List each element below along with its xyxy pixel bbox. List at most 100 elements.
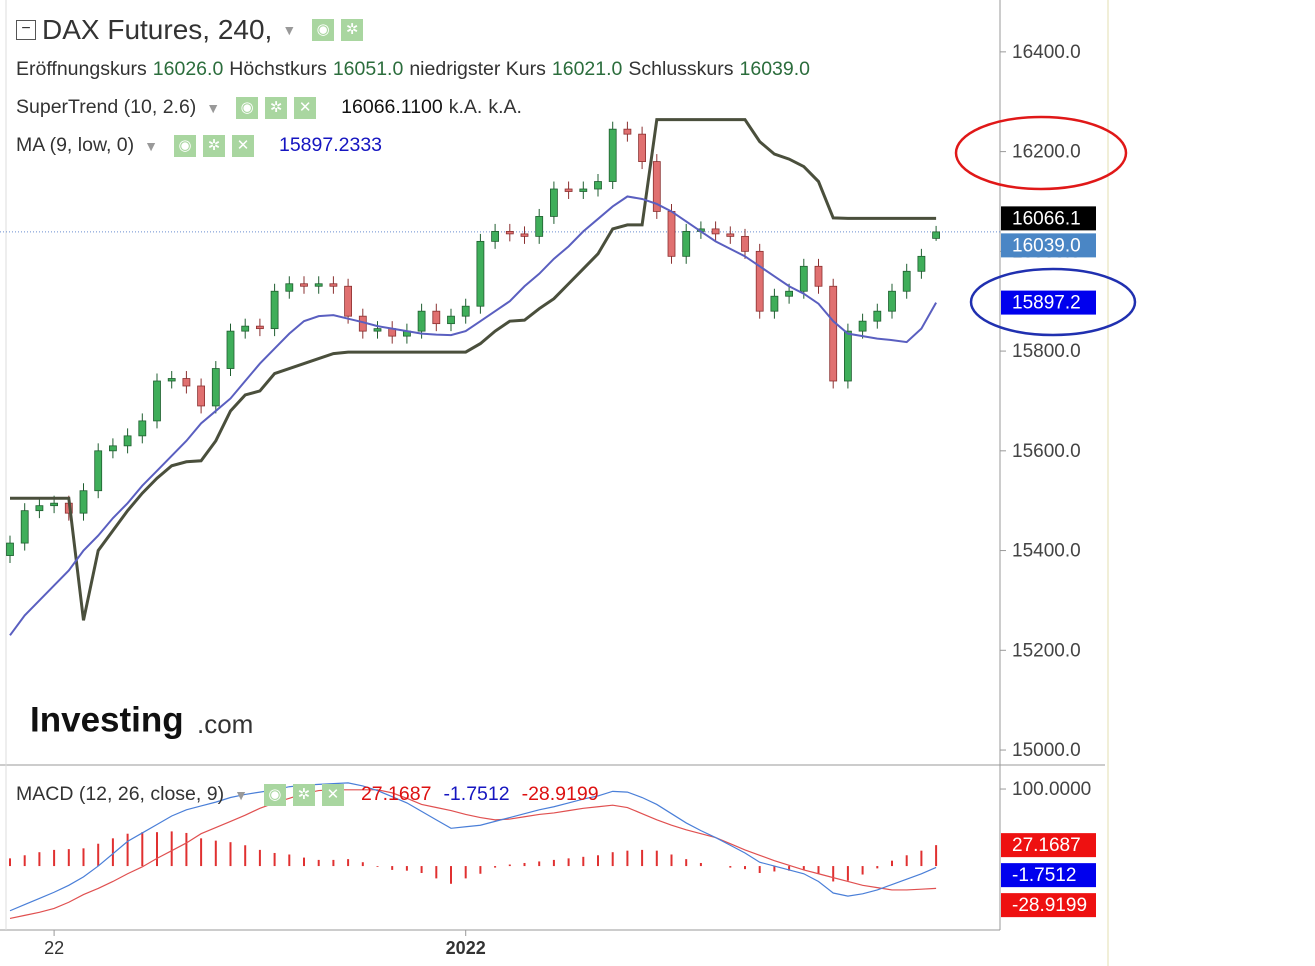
ohlc-value: 16021.0 (551, 58, 623, 80)
watermark: Investing (30, 700, 184, 739)
candle-body (844, 330, 852, 382)
price-label-box (1001, 290, 1096, 315)
candle-body (902, 270, 911, 292)
macd-legend: MACD (12, 26, close, 9) ▼ ◉ ✲ ✕ 27.1687 -1… (16, 783, 599, 806)
candle-body (344, 285, 353, 317)
y-tick-label: 100.0000 (1012, 779, 1091, 800)
candle-body (785, 290, 793, 297)
eye-icon[interactable]: ◉ (236, 96, 259, 119)
candle-body (35, 505, 44, 512)
candle-body (476, 240, 485, 307)
candle-body (520, 233, 529, 237)
candle-body (726, 233, 735, 237)
dropdown[interactable]: ▼ (206, 99, 221, 116)
dropdown[interactable]: ▼ (282, 22, 297, 38)
gear-icon[interactable]: ✲ (292, 783, 315, 806)
candle-body (109, 445, 117, 452)
candle-body (564, 188, 573, 192)
candle-body (932, 231, 940, 239)
candle-body (255, 325, 264, 330)
indicator-name: MA (9, low, 0) (16, 134, 135, 156)
y-tick-label: 15000.0 (1012, 740, 1081, 761)
price-label-box (1001, 863, 1096, 888)
price-label-box (1001, 893, 1096, 918)
candle-body (652, 161, 661, 212)
candle-body (814, 265, 823, 287)
x-tick-label: 22 (44, 938, 64, 958)
close-icon[interactable]: ✕ (321, 783, 344, 806)
candle-body (138, 420, 147, 437)
candle-body (770, 295, 779, 312)
price-label: 16066.1 (1012, 208, 1081, 229)
ohlc-label: niedrigster Kurs (409, 58, 546, 80)
candle-body (79, 490, 88, 514)
price-label-box (1001, 833, 1096, 858)
candle-body (270, 290, 279, 330)
gear-icon[interactable]: ✲ (341, 19, 364, 41)
dropdown[interactable]: ▼ (234, 786, 248, 803)
signal-line (9, 789, 937, 920)
candle-body (594, 181, 602, 190)
candle-body (432, 310, 441, 325)
ohlc-value: 16039.0 (739, 58, 811, 80)
gear-icon[interactable]: ✲ (202, 134, 225, 157)
indicator-line (9, 195, 937, 636)
x-tick-label: 2022 (446, 938, 486, 958)
indicator-line (10, 118, 937, 621)
close-icon[interactable]: ✕ (231, 134, 254, 157)
candle-body (535, 216, 544, 237)
indicator-value: k.A. (488, 96, 522, 118)
candle-body (300, 283, 308, 287)
gear-icon[interactable]: ✲ (265, 96, 288, 119)
candle-body (197, 385, 206, 407)
eye-icon[interactable]: ◉ (173, 134, 196, 157)
collapse-button[interactable]: − (16, 20, 36, 40)
candle-body (829, 285, 838, 382)
annotation-circle (954, 115, 1128, 191)
indicator-value: 16066.1100 (341, 96, 443, 118)
close-icon[interactable]: ✕ (294, 96, 317, 119)
candle-body (329, 283, 338, 287)
price-label-box (1001, 233, 1096, 258)
ohlc-value: 16026.0 (152, 58, 224, 80)
supertrend-legend: SuperTrend (10, 2.6) ▼ ◉ ✲ ✕ 16066.1100 k.… (16, 96, 522, 119)
dropdown[interactable]: ▼ (144, 137, 158, 154)
eye-icon[interactable]: ◉ (263, 783, 286, 806)
candle-body (888, 290, 896, 312)
y-tick-label: 16400.0 (1012, 42, 1081, 63)
candle-body (682, 230, 691, 257)
candle-body (182, 378, 191, 387)
candle-body (211, 368, 220, 407)
price-label: 15897.2 (1012, 293, 1081, 314)
candle-body (550, 188, 558, 217)
indicator-name: SuperTrend (10, 2.6) (16, 96, 197, 118)
ma-legend: MA (9, low, 0) ▼ ◉ ✲ ✕ 15897.2333 (16, 134, 382, 157)
candle-body (873, 310, 882, 322)
price-label: 27.1687 (1012, 835, 1081, 856)
candle-body (285, 283, 294, 292)
candle-body (314, 283, 323, 287)
candle-body (50, 502, 58, 507)
candle-body (153, 380, 161, 422)
ohlc-label: Höchstkurs (229, 58, 327, 80)
indicator-value: 27.1687 (360, 783, 432, 805)
candle-body (711, 228, 720, 235)
ohlc-legend: Eröffnungskurs 16026.0 Höchstkurs 16051.0 … (16, 58, 810, 81)
y-tick-label: 15400.0 (1012, 541, 1081, 562)
candle-body (623, 128, 632, 135)
candle-body (799, 265, 808, 292)
candle-body (226, 330, 235, 369)
header: − DAX Futures, 240, ▼ ◉ ✲ (16, 14, 364, 46)
indicator-value: -1.7512 (443, 783, 510, 805)
indicator-value: 15897.2333 (278, 134, 383, 156)
watermark: .com (197, 709, 253, 739)
indicator-value: k.A. (448, 96, 483, 118)
ohlc-value: 16051.0 (332, 58, 404, 80)
candle-body (447, 315, 455, 325)
annotation-circle (969, 267, 1137, 337)
price-label: -28.9199 (1012, 895, 1087, 916)
candle-body (917, 255, 926, 272)
eye-icon[interactable]: ◉ (312, 19, 335, 41)
